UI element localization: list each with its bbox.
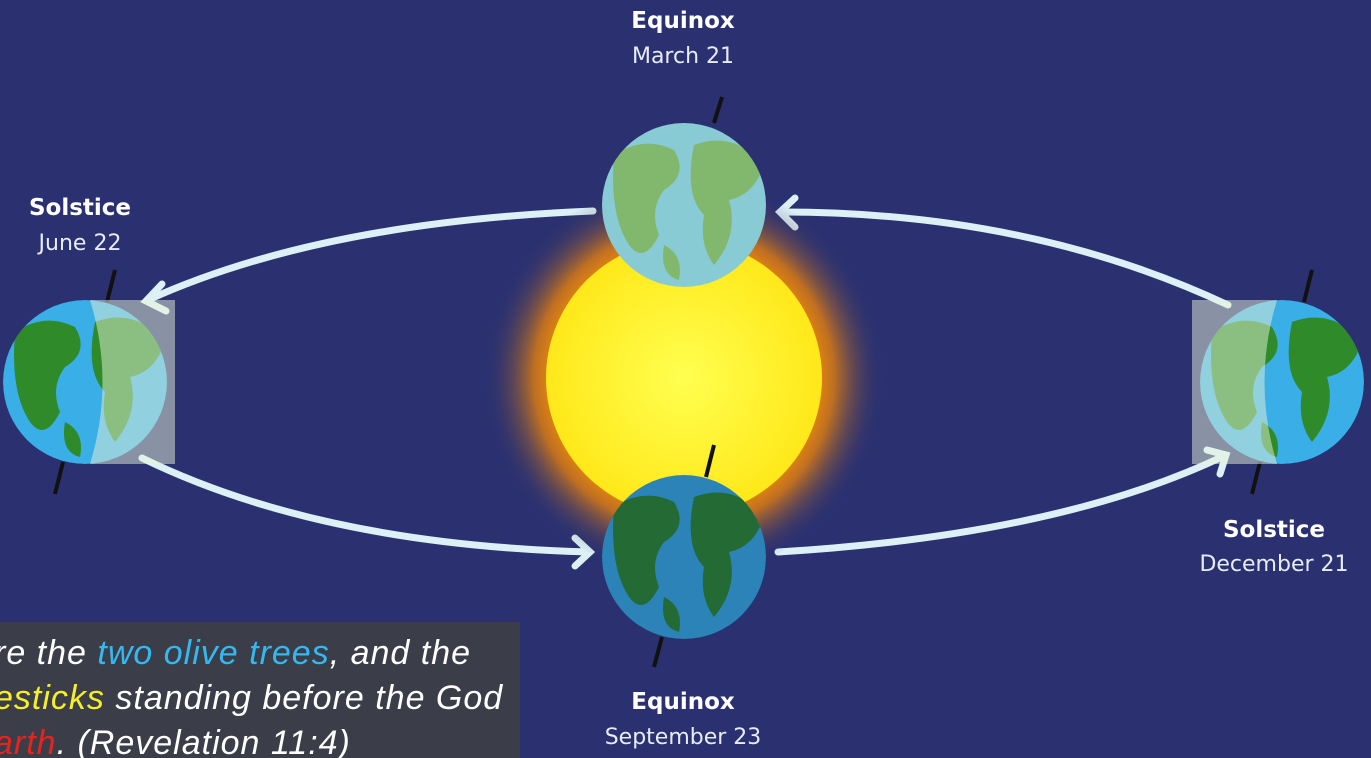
diagram: Equinox March 21 Solstice June 22 Solsti… <box>0 0 1371 758</box>
caption-text: , and the <box>330 634 471 672</box>
label-title: Equinox <box>631 689 735 715</box>
label-date: March 21 <box>632 44 734 69</box>
label-date: June 22 <box>37 231 122 256</box>
label-title: Solstice <box>1223 517 1325 543</box>
label-title: Solstice <box>29 195 131 221</box>
caption-highlight: arth <box>0 724 57 758</box>
label-title: Equinox <box>631 8 735 34</box>
caption-text: standing before the God <box>105 679 503 717</box>
caption-line: esticks standing before the God <box>0 679 503 717</box>
page: Equinox March 21 Solstice June 22 Solsti… <box>0 0 1371 758</box>
caption-text: . (Revelation 11:4) <box>57 724 351 758</box>
caption-text: re the <box>0 634 97 672</box>
label-date: December 21 <box>1199 552 1348 577</box>
caption-highlight: two olive trees <box>97 634 329 672</box>
label-date: September 23 <box>605 725 762 750</box>
caption-line: re the two olive trees, and the <box>0 634 471 672</box>
caption-line: arth. (Revelation 11:4) <box>0 724 351 758</box>
caption-highlight: esticks <box>0 679 105 717</box>
